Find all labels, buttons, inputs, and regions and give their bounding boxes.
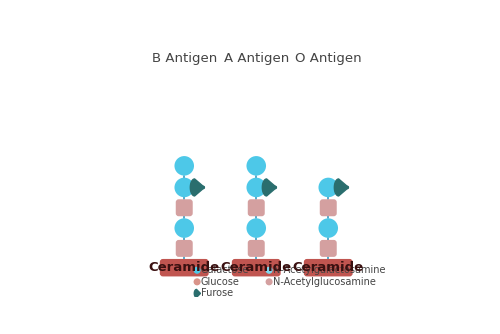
Circle shape — [246, 218, 266, 238]
FancyBboxPatch shape — [176, 240, 192, 257]
Text: Furose: Furose — [201, 288, 233, 298]
FancyBboxPatch shape — [176, 199, 192, 216]
Circle shape — [174, 178, 194, 197]
Text: Ceramide: Ceramide — [220, 261, 292, 274]
Polygon shape — [334, 179, 348, 196]
Text: Ceramide: Ceramide — [148, 261, 220, 274]
Polygon shape — [190, 179, 204, 196]
Circle shape — [174, 156, 194, 176]
FancyBboxPatch shape — [320, 199, 336, 216]
Circle shape — [318, 178, 338, 197]
FancyBboxPatch shape — [160, 259, 208, 277]
Text: B Antigen: B Antigen — [152, 51, 217, 64]
Text: N-Acetylglucosamine: N-Acetylglucosamine — [273, 277, 376, 287]
Text: Ceramide: Ceramide — [292, 261, 364, 274]
FancyBboxPatch shape — [320, 240, 336, 257]
Text: N-Acetylgalactosamine: N-Acetylgalactosamine — [273, 265, 386, 275]
FancyBboxPatch shape — [248, 240, 264, 257]
FancyBboxPatch shape — [248, 199, 264, 216]
Text: A Antigen: A Antigen — [224, 51, 289, 64]
Circle shape — [194, 279, 200, 285]
Circle shape — [266, 268, 272, 273]
Circle shape — [246, 156, 266, 176]
Circle shape — [194, 268, 200, 273]
Text: Glucose: Glucose — [201, 277, 240, 287]
Polygon shape — [194, 290, 200, 297]
FancyBboxPatch shape — [232, 259, 280, 277]
Text: O Antigen: O Antigen — [295, 51, 362, 64]
Circle shape — [266, 279, 272, 285]
Circle shape — [174, 218, 194, 238]
Circle shape — [346, 186, 348, 189]
Circle shape — [246, 178, 266, 197]
Text: Galactose: Galactose — [201, 265, 250, 275]
Circle shape — [274, 186, 276, 189]
Circle shape — [318, 218, 338, 238]
Polygon shape — [262, 179, 276, 196]
Circle shape — [202, 186, 204, 189]
FancyBboxPatch shape — [304, 259, 352, 277]
